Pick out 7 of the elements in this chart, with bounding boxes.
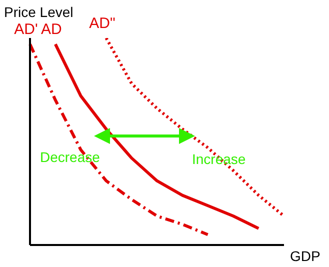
series-label: AD bbox=[40, 21, 62, 38]
x-axis-title: GDP bbox=[290, 248, 320, 264]
series-label: AD" bbox=[89, 15, 116, 32]
series-label: AD' bbox=[14, 21, 38, 38]
y-axis-title: Price Level bbox=[4, 4, 74, 20]
annotation: Decrease bbox=[40, 149, 100, 165]
annotation: Increase bbox=[192, 151, 246, 167]
